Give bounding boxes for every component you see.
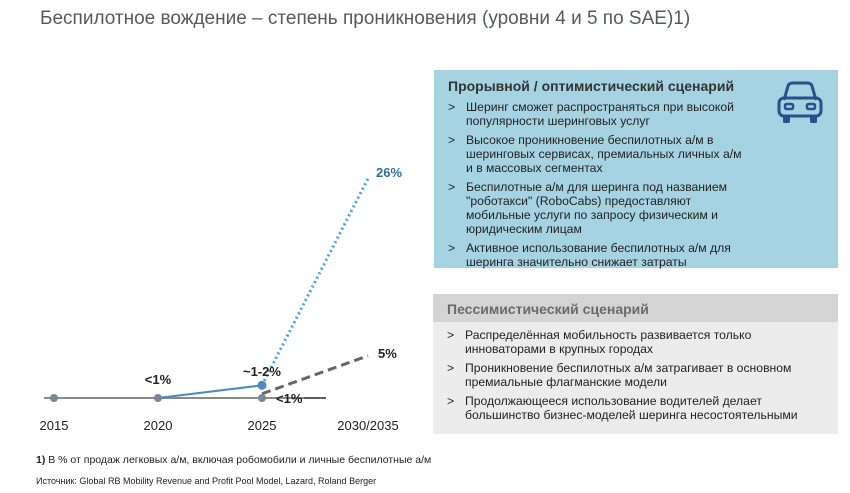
page-title: Беспилотное вождение – степень проникнов… (40, 8, 691, 29)
list-item: Шеринг сможет распространяться при высок… (448, 100, 748, 128)
list-item: Беспилотные а/м для шеринга под название… (448, 180, 748, 236)
list-item: Продолжающееся использование водителей д… (447, 394, 828, 422)
footnote-text: В % от продаж легковых а/м, включая робо… (45, 454, 432, 466)
list-item: Высокое проникновение беспилотных а/м в … (448, 133, 748, 175)
series-line-2 (261, 354, 369, 396)
optimistic-scenario-panel: Прорывной / оптимистический сценарий Шер… (434, 70, 838, 269)
car-icon (774, 78, 826, 131)
penetration-chart: 2015 2020 2025 2030/2035 <1% ~1-2% <1% 26% 5% (40, 165, 403, 433)
source-note: Источник: Global RB Mobility Revenue and… (36, 476, 377, 486)
data-label: 5% (378, 346, 397, 361)
pessimistic-scenario-panel: Пессимистический сценарий Распределённая… (433, 294, 838, 434)
data-point (258, 394, 266, 402)
pessimistic-scenario-header: Пессимистический сценарий (433, 294, 838, 322)
data-point (257, 380, 267, 390)
optimistic-scenario-list: Шеринг сможет распространяться при высок… (434, 94, 838, 269)
x-tick-label: 2025 (248, 418, 277, 433)
list-item: Проникновение беспилотных а/м затрагивае… (447, 361, 828, 389)
pessimistic-scenario-list: Распределённая мобильность развивается т… (433, 322, 838, 422)
optimistic-scenario-heading: Прорывной / оптимистический сценарий (448, 78, 735, 94)
list-item: Распределённая мобильность развивается т… (447, 328, 828, 356)
series-line-1 (260, 177, 370, 387)
data-label: <1% (276, 391, 303, 406)
data-label: 26% (376, 165, 402, 180)
data-label: ~1-2% (243, 364, 281, 379)
footnote-marker: 1) (36, 454, 46, 466)
x-tick-label: 2030/2035 (337, 418, 398, 433)
list-item: Активное использование беспилотных а/м д… (448, 241, 748, 269)
data-point (154, 394, 162, 402)
x-tick-label: 2020 (144, 418, 173, 433)
data-point (50, 394, 58, 402)
data-label: <1% (145, 372, 172, 387)
x-tick-label: 2015 (40, 418, 69, 433)
pessimistic-scenario-heading: Пессимистический сценарий (447, 301, 649, 317)
series-line-3 (157, 384, 263, 399)
footnote: 1) В % от продаж легковых а/м, включая р… (36, 454, 431, 466)
